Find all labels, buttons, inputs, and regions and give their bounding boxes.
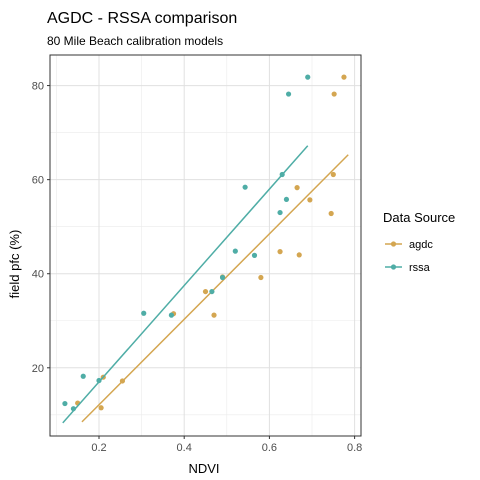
data-point-rssa	[283, 196, 290, 203]
data-point-agdc	[202, 288, 209, 295]
x-tick-label: 0.6	[262, 442, 277, 454]
data-point-rssa	[285, 91, 292, 97]
data-point-rssa	[96, 377, 102, 384]
data-point-agdc	[307, 197, 313, 203]
data-point-agdc	[294, 185, 300, 191]
x-tick-label: 0.2	[91, 442, 106, 454]
legend: Data Source agdc rssa	[383, 210, 455, 274]
y-axis-label: field pfc (%)	[7, 230, 22, 299]
data-point-rssa	[70, 406, 77, 412]
legend-title: Data Source	[383, 210, 455, 225]
data-point-agdc	[328, 210, 334, 217]
data-point-rssa	[209, 288, 215, 295]
panel-border	[49, 54, 362, 437]
legend-label: rssa	[409, 262, 431, 274]
data-point-rssa	[279, 171, 285, 178]
data-point-rssa	[80, 373, 86, 379]
data-point-rssa	[62, 400, 68, 407]
data-point-agdc	[258, 274, 264, 281]
data-point-rssa	[219, 274, 226, 281]
y-tick-label: 60	[32, 175, 44, 187]
x-tick-label: 0.4	[177, 442, 192, 454]
data-point-agdc	[341, 74, 347, 80]
data-point-rssa	[277, 209, 283, 216]
y-tick-label: 40	[32, 269, 44, 281]
legend-key-point	[390, 264, 397, 270]
chart-subtitle: 80 Mile Beach calibration models	[47, 34, 223, 48]
data-point-agdc	[331, 91, 337, 97]
data-point-agdc	[296, 252, 302, 258]
data-point-rssa	[305, 74, 311, 80]
data-point-rssa	[168, 312, 175, 318]
data-point-agdc	[119, 378, 126, 384]
data-point-rssa	[242, 184, 248, 190]
plot-area: 0.2 0.4 0.6 0.8 20 40 60 80	[32, 54, 362, 454]
data-point-agdc	[330, 171, 336, 178]
data-point-agdc	[211, 312, 217, 318]
y-tick-label: 80	[32, 81, 44, 93]
legend-label: agdc	[409, 239, 433, 251]
x-axis-label: NDVI	[188, 461, 219, 476]
trend-line-agdc	[81, 154, 349, 423]
data-point-rssa	[232, 248, 238, 254]
x-tick-label: 0.8	[347, 442, 362, 454]
legend-key-point	[390, 241, 397, 247]
data-point-agdc	[98, 405, 104, 411]
y-tick-label: 20	[32, 363, 44, 375]
trend-line-rssa	[62, 145, 309, 424]
data-point-rssa	[251, 252, 258, 258]
data-point-rssa	[141, 310, 147, 316]
data-point-agdc	[277, 249, 283, 255]
chart-title: AGDC - RSSA comparison	[47, 10, 237, 27]
